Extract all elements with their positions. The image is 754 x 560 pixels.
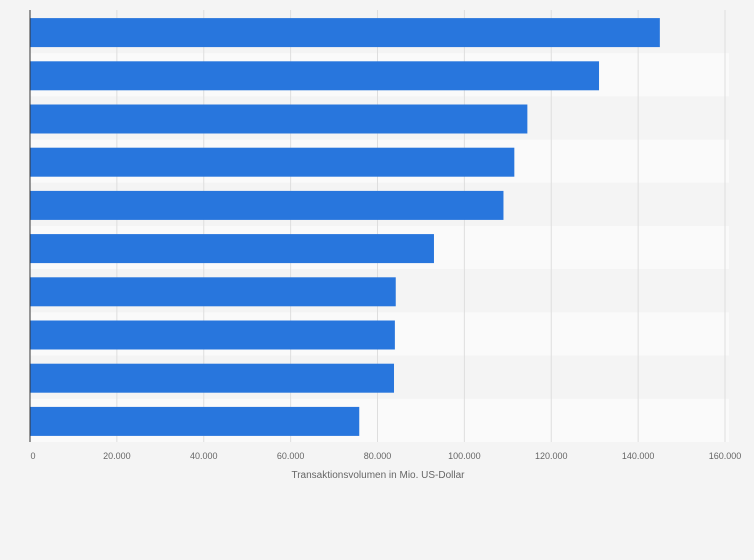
- x-tick-label: 80.000: [364, 451, 392, 461]
- x-tick-label: 20.000: [103, 451, 131, 461]
- x-tick-label: 0: [30, 451, 35, 461]
- x-tick-label: 100.000: [448, 451, 481, 461]
- bar[interactable]: [30, 363, 395, 393]
- bars: [30, 18, 660, 436]
- x-axis-tick-labels: 0 20.000 40.000 60.000 80.000 100.000 120.000 1…: [30, 451, 741, 461]
- bar[interactable]: [30, 147, 515, 177]
- bar[interactable]: [30, 61, 600, 91]
- bar[interactable]: [30, 277, 396, 307]
- bar[interactable]: [30, 190, 504, 220]
- bar[interactable]: [30, 234, 434, 264]
- bar[interactable]: [30, 104, 528, 134]
- x-tick-label: 160.000: [709, 451, 742, 461]
- bar[interactable]: [30, 18, 660, 48]
- bar[interactable]: [30, 406, 360, 436]
- x-tick-label: 60.000: [277, 451, 305, 461]
- x-axis-title: Transaktionsvolumen in Mio. US-Dollar: [291, 470, 465, 481]
- x-tick-label: 40.000: [190, 451, 218, 461]
- x-tick-label: 140.000: [622, 451, 655, 461]
- x-tick-label: 120.000: [535, 451, 568, 461]
- bar[interactable]: [30, 320, 395, 350]
